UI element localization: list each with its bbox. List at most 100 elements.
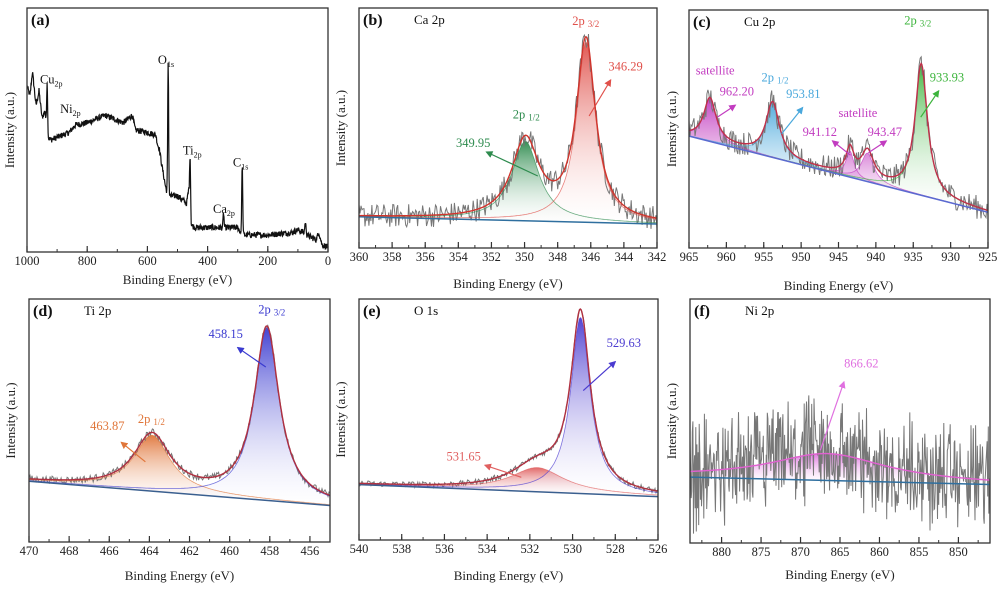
fit-envelope-line bbox=[690, 452, 990, 481]
x-tick-label: 530 bbox=[563, 542, 582, 556]
x-tick-label: 346 bbox=[581, 250, 600, 264]
x-tick-label: 470 bbox=[20, 544, 39, 558]
peak-label-subscript: 2p bbox=[227, 209, 235, 218]
x-tick-label: 400 bbox=[198, 254, 217, 268]
baseline-line bbox=[29, 480, 330, 507]
x-tick-label: 350 bbox=[515, 250, 534, 264]
peak-label-element: Ca bbox=[213, 202, 227, 216]
x-tick-label: 0 bbox=[325, 254, 331, 268]
peak-value-label: 941.12 bbox=[803, 125, 837, 139]
panel-title: Ni 2p bbox=[745, 303, 774, 318]
x-tick-label: 342 bbox=[648, 250, 667, 264]
x-tick-label: 358 bbox=[383, 250, 402, 264]
x-tick-label: 344 bbox=[615, 250, 635, 264]
x-tick-label: 538 bbox=[392, 542, 411, 556]
panel-title: Cu 2p bbox=[744, 14, 775, 29]
x-tick-label: 532 bbox=[520, 542, 539, 556]
baseline-line bbox=[690, 476, 990, 486]
x-tick-label: 955 bbox=[754, 250, 773, 264]
plot-area bbox=[29, 324, 330, 507]
annotation-arrow bbox=[920, 89, 940, 118]
peak-name-subscript: 1/2 bbox=[777, 75, 789, 85]
peak-label: Cu2p bbox=[40, 73, 63, 89]
peak-name: 2p bbox=[572, 14, 585, 28]
y-axis-label: Intensity (a.u.) bbox=[2, 92, 17, 168]
panel-letter: (d) bbox=[33, 303, 53, 320]
x-tick-label: 600 bbox=[138, 254, 157, 268]
x-axis-label: Binding Energy (eV) bbox=[125, 568, 235, 583]
y-axis-label: Intensity (a.u.) bbox=[664, 91, 679, 167]
panel-title: Ca 2p bbox=[414, 12, 445, 27]
peak-name-label: 2p 3/2 bbox=[572, 14, 599, 29]
panel-title: O 1s bbox=[414, 303, 438, 318]
x-tick-label: 865 bbox=[831, 545, 850, 559]
x-tick-label: 466 bbox=[100, 544, 119, 558]
peak-name-label: 2p 3/2 bbox=[258, 303, 285, 318]
peak-label-element: C bbox=[233, 156, 241, 170]
peak-fill-458.15 bbox=[29, 327, 330, 506]
plot-frame bbox=[28, 298, 331, 543]
annotation-arrow bbox=[717, 104, 737, 118]
annotation-arrow bbox=[868, 140, 888, 154]
peak-name: 2p bbox=[513, 107, 526, 121]
x-tick-label: 462 bbox=[180, 544, 199, 558]
survey-spectrum-line bbox=[27, 62, 328, 250]
peak-name-label: satellite bbox=[696, 63, 735, 77]
x-tick-label: 356 bbox=[416, 250, 435, 264]
peak-fill-529.63 bbox=[359, 317, 658, 497]
panel-letter: (c) bbox=[693, 14, 711, 31]
panel-letter: (b) bbox=[363, 12, 383, 29]
peak-value-label: 866.62 bbox=[844, 356, 878, 370]
x-tick-label: 945 bbox=[829, 250, 848, 264]
peak-label: Ca2p bbox=[213, 202, 235, 218]
y-axis-label: Intensity (a.u.) bbox=[3, 382, 18, 458]
peak-name: 2p bbox=[761, 70, 774, 84]
panel-title: Ti 2p bbox=[84, 303, 111, 318]
x-tick-label: 800 bbox=[78, 254, 97, 268]
x-tick-label: 850 bbox=[949, 545, 968, 559]
peak-label-element: Ti bbox=[183, 143, 194, 157]
x-tick-label: 460 bbox=[220, 544, 239, 558]
peak-name-subscript: 3/2 bbox=[274, 308, 286, 318]
peak-component-line bbox=[29, 434, 330, 506]
plot-frame bbox=[689, 298, 991, 544]
plot-area bbox=[690, 395, 990, 534]
x-tick-label: 360 bbox=[350, 250, 369, 264]
peak-name: satellite bbox=[696, 63, 735, 77]
plot-frame bbox=[688, 9, 989, 249]
peak-label-subscript: 2p bbox=[55, 80, 63, 89]
annotation-arrow bbox=[781, 106, 804, 135]
x-tick-label: 965 bbox=[680, 250, 699, 264]
y-axis-label: Intensity (a.u.) bbox=[333, 381, 348, 457]
x-tick-label: 940 bbox=[867, 250, 886, 264]
peak-value-label: 943.47 bbox=[868, 125, 902, 139]
y-axis-label: Intensity (a.u.) bbox=[664, 383, 679, 459]
x-tick-label: 950 bbox=[792, 250, 811, 264]
peak-name-label: 2p 1/2 bbox=[513, 107, 540, 122]
peak-name: 2p bbox=[904, 13, 917, 27]
peak-fill-346.29 bbox=[359, 42, 657, 224]
plot-area bbox=[27, 62, 328, 250]
panel-letter: (a) bbox=[31, 12, 50, 29]
x-tick-label: 528 bbox=[606, 542, 625, 556]
x-tick-label: 352 bbox=[482, 250, 501, 264]
x-tick-label: 464 bbox=[140, 544, 160, 558]
peak-fill-933.93 bbox=[689, 64, 988, 213]
x-tick-label: 526 bbox=[649, 542, 668, 556]
x-tick-label: 875 bbox=[752, 545, 771, 559]
annotation-arrow bbox=[588, 78, 612, 117]
y-axis-label: Intensity (a.u.) bbox=[333, 90, 348, 166]
plot-frame bbox=[358, 298, 659, 541]
x-axis-label: Binding Energy (eV) bbox=[784, 278, 894, 293]
x-tick-label: 540 bbox=[350, 542, 369, 556]
peak-name: 2p bbox=[138, 412, 151, 426]
peak-value-label: 529.63 bbox=[607, 336, 641, 350]
peak-name-subscript: 3/2 bbox=[588, 19, 600, 29]
annotation-arrow bbox=[236, 346, 267, 368]
peak-name-label: 2p 1/2 bbox=[761, 70, 788, 85]
baseline-line bbox=[359, 483, 658, 498]
